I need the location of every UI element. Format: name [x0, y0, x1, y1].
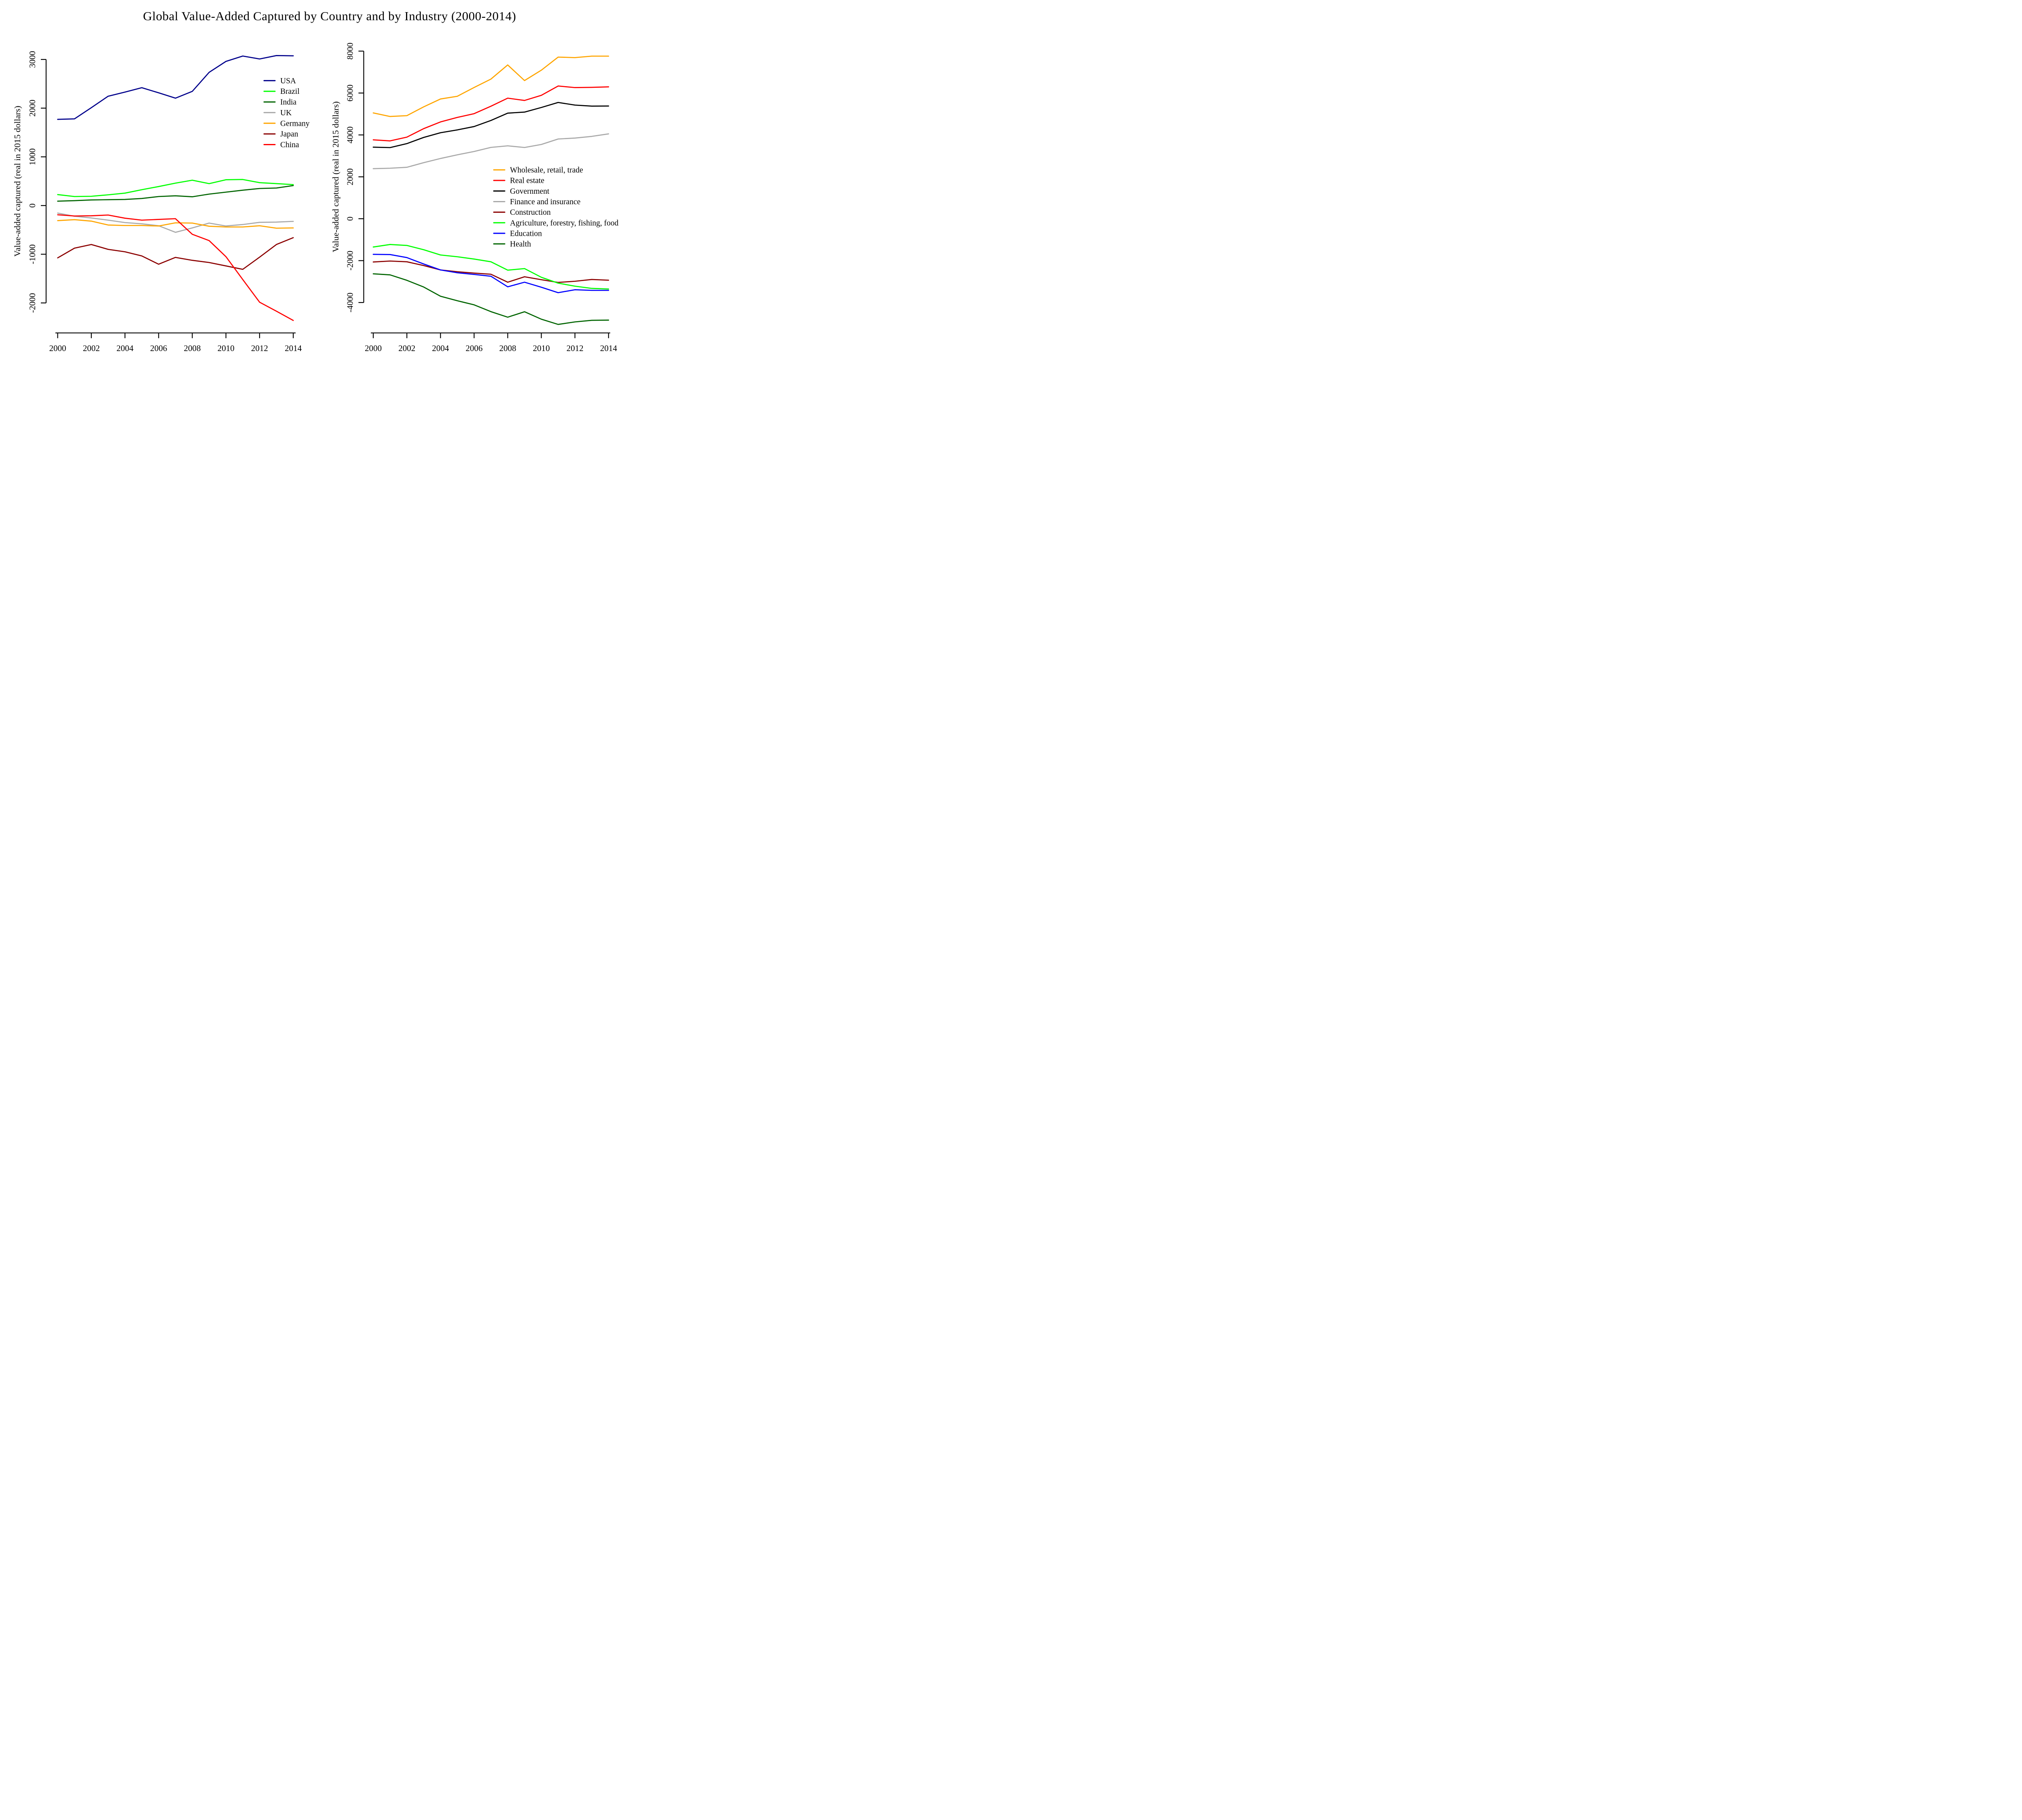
- legend-item-brazil: Brazil: [263, 87, 300, 96]
- x-tick-label: 2004: [432, 343, 449, 353]
- figure-canvas: Global Value-Added Captured by Country a…: [0, 0, 647, 364]
- legend-item-real-estate: Real estate: [493, 177, 544, 185]
- legend-item-construction: Construction: [493, 208, 551, 217]
- series-line-wholesale-retail-trade: [372, 55, 609, 117]
- x-tick-label: 2000: [365, 343, 382, 353]
- y-tick-label: 4000: [345, 127, 355, 144]
- legend-label-government: Government: [510, 187, 550, 196]
- series-line-brazil: [57, 179, 294, 197]
- legend-label-health: Health: [510, 240, 531, 249]
- legend-label-germany: Germany: [280, 119, 310, 128]
- series-line-finance-insurance: [372, 133, 609, 169]
- legend-label-agriculture: Agriculture, forestry, fishing, food: [510, 219, 619, 227]
- x-tick-label: 2014: [285, 343, 302, 353]
- x-tick-label: 2002: [398, 343, 415, 353]
- legend-label-uk: UK: [280, 109, 292, 117]
- legend-label-china: China: [280, 141, 299, 149]
- series-line-germany: [57, 219, 294, 229]
- y-tick-label: 6000: [345, 85, 355, 102]
- legend-item-finance-insurance: Finance and insurance: [493, 198, 580, 206]
- legend-item-china: China: [263, 141, 299, 149]
- legend-label-construction: Construction: [510, 208, 551, 217]
- legend-item-germany: Germany: [263, 119, 310, 128]
- legend-item-education: Education: [493, 229, 542, 238]
- series-line-government: [372, 102, 609, 148]
- series-line-japan: [57, 237, 294, 270]
- y-tick-label: 2000: [27, 99, 37, 116]
- x-tick-label: 2008: [499, 343, 516, 353]
- legend-label-real-estate: Real estate: [510, 177, 544, 185]
- y-tick-label: 2000: [345, 168, 355, 185]
- legend-label-education: Education: [510, 229, 542, 238]
- legend-item-health: Health: [493, 240, 531, 249]
- series-line-china: [57, 214, 294, 321]
- x-tick-label: 2006: [465, 343, 482, 353]
- panel-countries: 3000 2000 1000 0 -1000 -2000 2000 2002 2004 2006 2…: [13, 51, 310, 353]
- legend-item-wholesale-retail-trade: Wholesale, retail, trade: [493, 166, 583, 175]
- series-line-education: [372, 254, 609, 294]
- legend-item-uk: UK: [263, 109, 292, 117]
- series-line-usa: [57, 55, 294, 120]
- x-tick-label: 2012: [251, 343, 268, 353]
- y-tick-label: -2000: [27, 293, 37, 313]
- plots-svg: 3000 2000 1000 0 -1000 -2000 2000 2002 2004 2006 2…: [13, 42, 619, 353]
- x-tick-label: 2000: [49, 343, 66, 353]
- x-tick-label: 2014: [600, 343, 618, 353]
- legend-item-japan: Japan: [263, 130, 298, 139]
- legend-item-india: India: [263, 98, 296, 107]
- legend-industries: Wholesale, retail, trade Real estate Gover…: [493, 166, 619, 249]
- y-tick-label: 0: [345, 217, 355, 221]
- x-tick-label: 2002: [83, 343, 100, 353]
- y-tick-label: -4000: [345, 293, 355, 313]
- y-tick-label: -2000: [345, 251, 355, 271]
- legend-label-wholesale-retail-trade: Wholesale, retail, trade: [510, 166, 583, 175]
- chart-title: Global Value-Added Captured by Country a…: [143, 9, 516, 23]
- legend-label-india: India: [280, 98, 296, 107]
- y-tick-label: 1000: [27, 148, 37, 165]
- legend-label-finance-insurance: Finance and insurance: [510, 198, 580, 206]
- legend-label-usa: USA: [280, 77, 296, 85]
- series-line-uk: [57, 212, 294, 233]
- legend-label-japan: Japan: [280, 130, 298, 139]
- legend-label-brazil: Brazil: [280, 87, 300, 96]
- series-line-construction: [372, 260, 609, 283]
- series-line-health: [372, 273, 609, 325]
- y-tick-label: 8000: [345, 42, 355, 59]
- x-tick-label: 2010: [218, 343, 235, 353]
- y-tick-label: 3000: [27, 51, 37, 68]
- x-tick-label: 2010: [533, 343, 550, 353]
- legend-item-government: Government: [493, 187, 550, 196]
- legend-item-usa: USA: [263, 77, 296, 85]
- x-tick-label: 2012: [567, 343, 584, 353]
- x-tick-label: 2008: [184, 343, 201, 353]
- legend-item-agriculture: Agriculture, forestry, fishing, food: [493, 219, 619, 227]
- y-tick-label: -1000: [27, 244, 37, 264]
- y-tick-label: 0: [27, 203, 37, 208]
- y-axis-label: Value-added captured (real in 2015 dolla…: [13, 106, 22, 256]
- series-line-real-estate: [372, 85, 609, 142]
- x-tick-label: 2004: [116, 343, 134, 353]
- series-line-agriculture: [372, 244, 609, 290]
- series-line-india: [57, 185, 294, 202]
- y-axis-label: Value-added captured (real in 2015 dolla…: [331, 102, 341, 252]
- x-tick-label: 2006: [150, 343, 167, 353]
- legend-countries: USA Brazil India UK Germany Japan China: [263, 77, 310, 149]
- panel-industries: 8000 6000 4000 2000 0 -2000 -4000 2000 2002 2004 2…: [331, 42, 619, 353]
